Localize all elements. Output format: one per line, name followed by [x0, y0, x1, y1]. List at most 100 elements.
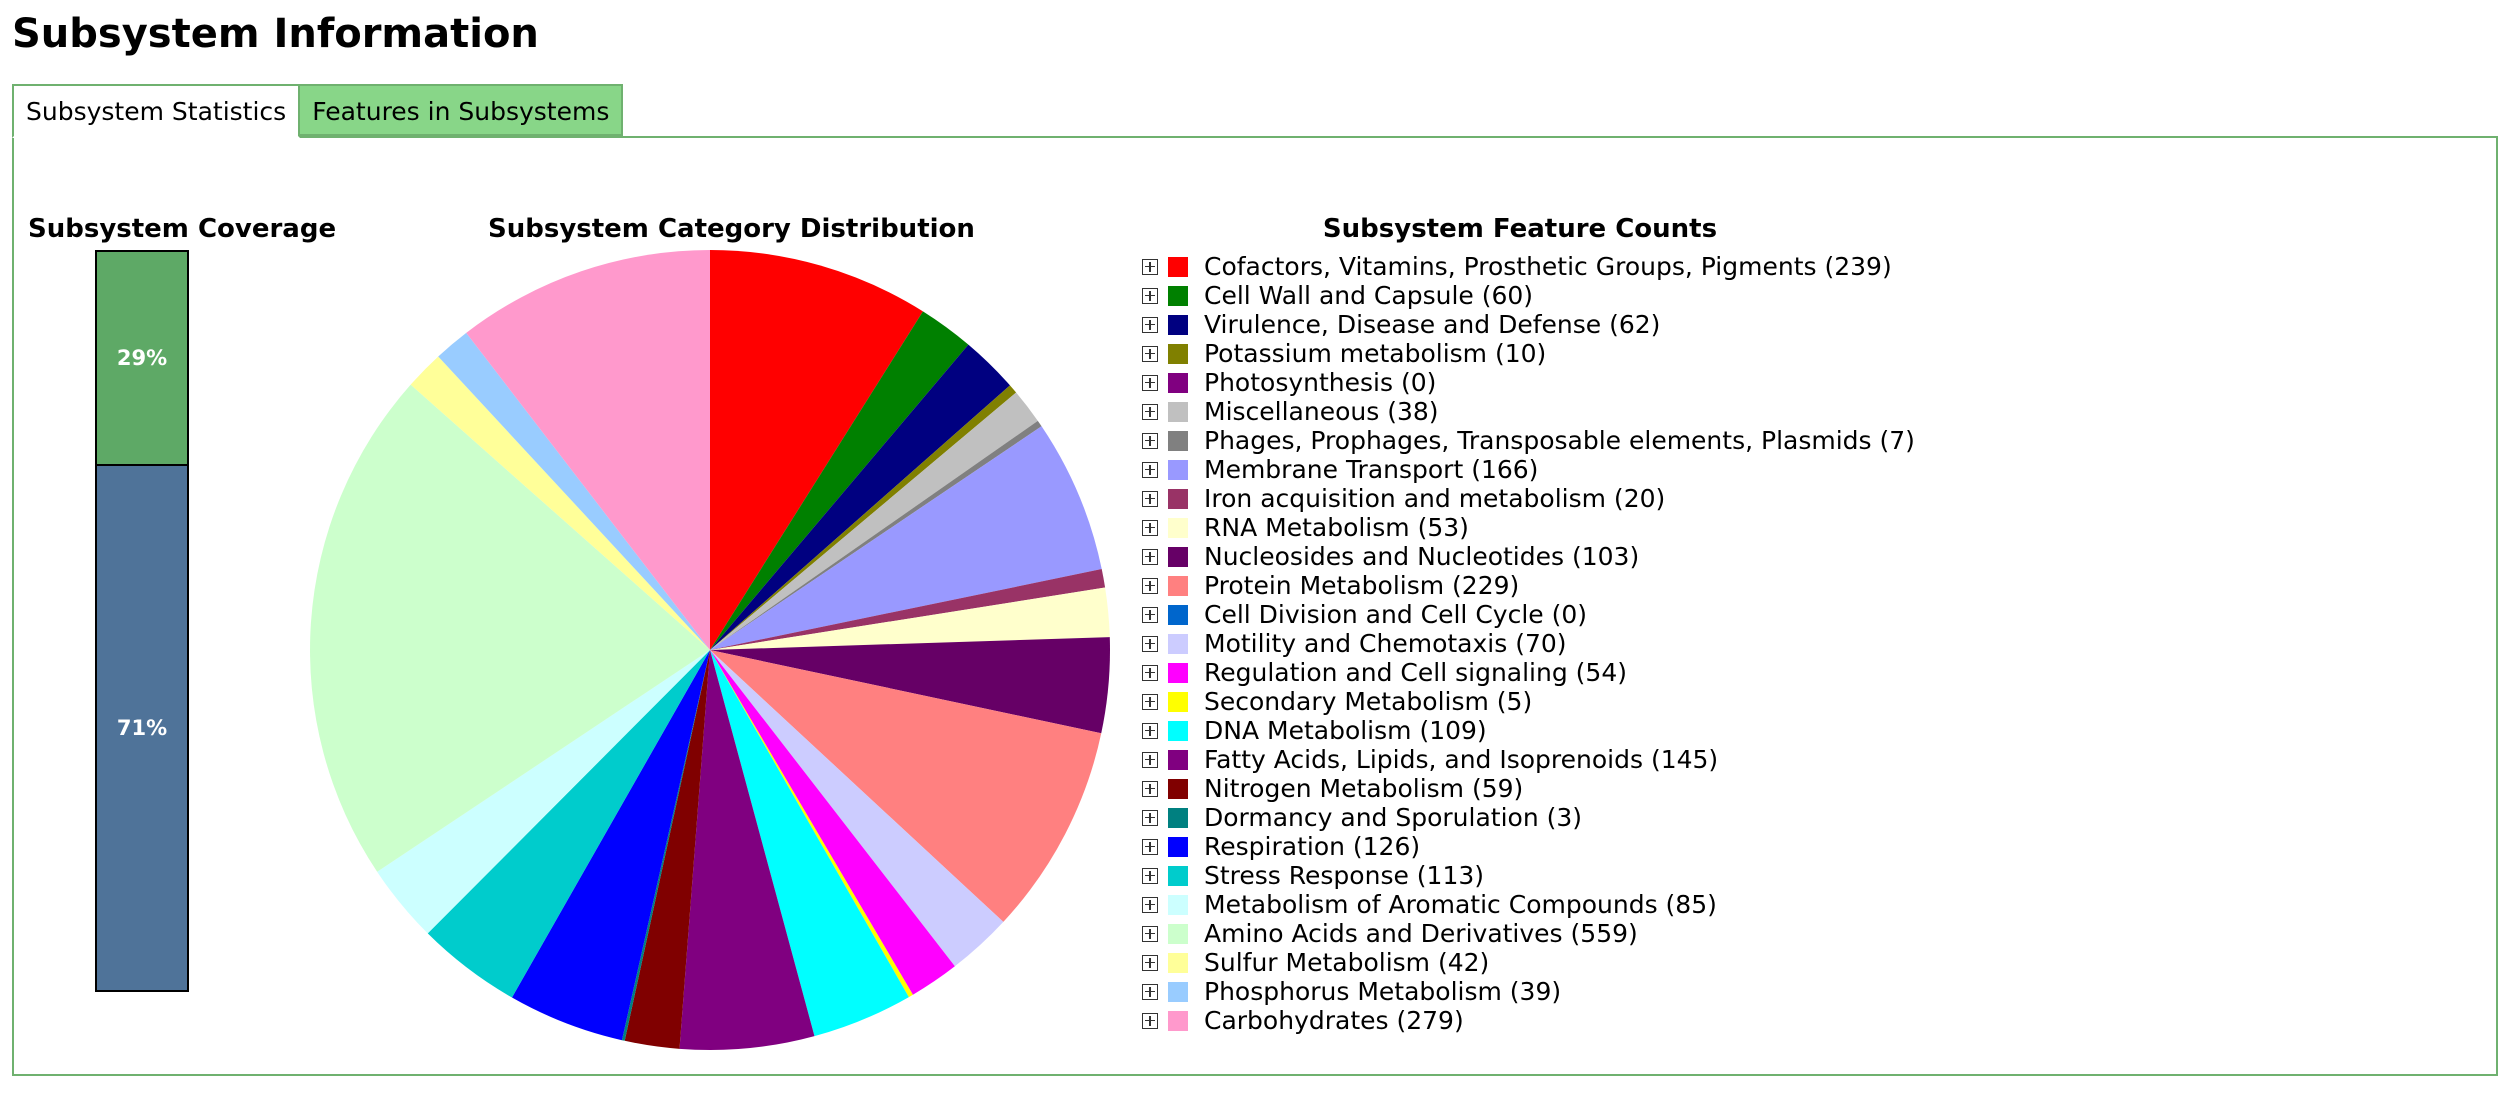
expand-plus-icon[interactable] — [1142, 490, 1158, 507]
expand-plus-icon[interactable] — [1142, 606, 1158, 623]
expand-plus-icon[interactable] — [1142, 374, 1158, 391]
page-title: Subsystem Information — [12, 11, 539, 57]
pie-slice-6[interactable] — [710, 420, 1042, 650]
legend-label: Secondary Metabolism (5) — [1204, 687, 1533, 716]
legend-swatch — [1168, 256, 1188, 277]
pie-slice-0[interactable] — [710, 250, 923, 650]
coverage-bar: 29% 71% — [95, 250, 189, 992]
pie-slice-2[interactable] — [710, 344, 1010, 650]
pie-slice-21[interactable] — [427, 650, 710, 998]
legend-item: Iron acquisition and metabolism (20) — [1142, 484, 1915, 513]
expand-plus-icon[interactable] — [1142, 548, 1158, 565]
expand-plus-icon[interactable] — [1142, 519, 1158, 536]
legend-item: Nucleosides and Nucleotides (103) — [1142, 542, 1915, 571]
legend-label: Cell Division and Cell Cycle (0) — [1204, 600, 1588, 629]
expand-plus-icon[interactable] — [1142, 635, 1158, 652]
legend-label: Photosynthesis (0) — [1204, 368, 1437, 397]
expand-plus-icon[interactable] — [1142, 983, 1158, 1000]
pie-slice-8[interactable] — [710, 569, 1106, 650]
legend-swatch — [1168, 604, 1188, 625]
expand-plus-icon[interactable] — [1142, 809, 1158, 826]
pie-slice-17[interactable] — [679, 650, 815, 1051]
pie-slice-25[interactable] — [438, 332, 710, 650]
legend-swatch — [1168, 894, 1188, 915]
legend-item: Cell Division and Cell Cycle (0) — [1142, 600, 1915, 629]
legend-label: Cofactors, Vitamins, Prosthetic Groups, … — [1204, 252, 1892, 281]
pie-slice-10[interactable] — [710, 637, 1110, 734]
legend-item: Regulation and Cell signaling (54) — [1142, 658, 1915, 687]
legend-item: Fatty Acids, Lipids, and Isoprenoids (14… — [1142, 745, 1915, 774]
expand-plus-icon[interactable] — [1142, 925, 1158, 942]
legend-label: Protein Metabolism (229) — [1204, 571, 1520, 600]
legend-swatch — [1168, 720, 1188, 741]
legend-item: Protein Metabolism (229) — [1142, 571, 1915, 600]
legend-item: Motility and Chemotaxis (70) — [1142, 629, 1915, 658]
pie-slice-26[interactable] — [466, 250, 710, 650]
legend-item: Respiration (126) — [1142, 832, 1915, 861]
expand-plus-icon[interactable] — [1142, 838, 1158, 855]
pie-slice-24[interactable] — [410, 356, 710, 650]
feature-counts-legend: Cofactors, Vitamins, Prosthetic Groups, … — [1142, 252, 1915, 1035]
expand-plus-icon[interactable] — [1142, 867, 1158, 884]
legend-label: Respiration (126) — [1204, 832, 1421, 861]
pie-slice-5[interactable] — [710, 392, 1038, 650]
legend-item: Carbohydrates (279) — [1142, 1006, 1915, 1035]
legend-item: Secondary Metabolism (5) — [1142, 687, 1915, 716]
legend-swatch — [1168, 401, 1188, 422]
expand-plus-icon[interactable] — [1142, 258, 1158, 275]
expand-plus-icon[interactable] — [1142, 287, 1158, 304]
expand-plus-icon[interactable] — [1142, 664, 1158, 681]
legend-item: Sulfur Metabolism (42) — [1142, 948, 1915, 977]
pie-slice-7[interactable] — [710, 426, 1102, 650]
coverage-uncovered-segment: 71% — [97, 466, 187, 990]
legend-item: Stress Response (113) — [1142, 861, 1915, 890]
legend-label: Phosphorus Metabolism (39) — [1204, 977, 1562, 1006]
expand-plus-icon[interactable] — [1142, 896, 1158, 913]
legend-swatch — [1168, 430, 1188, 451]
pie-slice-19[interactable] — [621, 650, 710, 1041]
pie-slice-13[interactable] — [710, 650, 1004, 967]
legend-label: Regulation and Cell signaling (54) — [1204, 658, 1627, 687]
pie-slice-18[interactable] — [624, 650, 710, 1049]
tab-subsystem-statistics[interactable]: Subsystem Statistics — [12, 84, 301, 138]
pie-slice-1[interactable] — [710, 311, 969, 650]
expand-plus-icon[interactable] — [1142, 751, 1158, 768]
legend-item: Dormancy and Sporulation (3) — [1142, 803, 1915, 832]
expand-plus-icon[interactable] — [1142, 432, 1158, 449]
pie-slice-9[interactable] — [710, 587, 1110, 650]
pie-slice-15[interactable] — [710, 650, 913, 998]
expand-plus-icon[interactable] — [1142, 403, 1158, 420]
expand-plus-icon[interactable] — [1142, 722, 1158, 739]
legend-label: Amino Acids and Derivatives (559) — [1204, 919, 1638, 948]
legend-item: Virulence, Disease and Defense (62) — [1142, 310, 1915, 339]
expand-plus-icon[interactable] — [1142, 780, 1158, 797]
legend-item: Phosphorus Metabolism (39) — [1142, 977, 1915, 1006]
pie-slice-20[interactable] — [511, 650, 710, 1041]
legend-swatch — [1168, 575, 1188, 596]
expand-plus-icon[interactable] — [1142, 1012, 1158, 1029]
distribution-title: Subsystem Category Distribution — [488, 214, 975, 244]
legend-swatch — [1168, 749, 1188, 770]
legend-label: Carbohydrates (279) — [1204, 1006, 1464, 1035]
legend-label: Nitrogen Metabolism (59) — [1204, 774, 1524, 803]
legend-swatch — [1168, 952, 1188, 973]
expand-plus-icon[interactable] — [1142, 577, 1158, 594]
expand-plus-icon[interactable] — [1142, 693, 1158, 710]
pie-slice-16[interactable] — [710, 650, 909, 1037]
expand-plus-icon[interactable] — [1142, 461, 1158, 478]
pie-slice-14[interactable] — [710, 650, 955, 995]
pie-slice-22[interactable] — [377, 650, 710, 934]
expand-plus-icon[interactable] — [1142, 345, 1158, 362]
pie-slice-23[interactable] — [310, 384, 710, 872]
legend-item: Cell Wall and Capsule (60) — [1142, 281, 1915, 310]
pie-slice-3[interactable] — [710, 385, 1017, 650]
legend-label: DNA Metabolism (109) — [1204, 716, 1487, 745]
expand-plus-icon[interactable] — [1142, 954, 1158, 971]
legend-swatch — [1168, 981, 1188, 1002]
legend-item: Cofactors, Vitamins, Prosthetic Groups, … — [1142, 252, 1915, 281]
pie-slice-11[interactable] — [710, 650, 1102, 922]
legend-swatch — [1168, 1010, 1188, 1031]
expand-plus-icon[interactable] — [1142, 316, 1158, 333]
tab-features-in-subsystems[interactable]: Features in Subsystems — [298, 84, 624, 136]
legend-item: Metabolism of Aromatic Compounds (85) — [1142, 890, 1915, 919]
